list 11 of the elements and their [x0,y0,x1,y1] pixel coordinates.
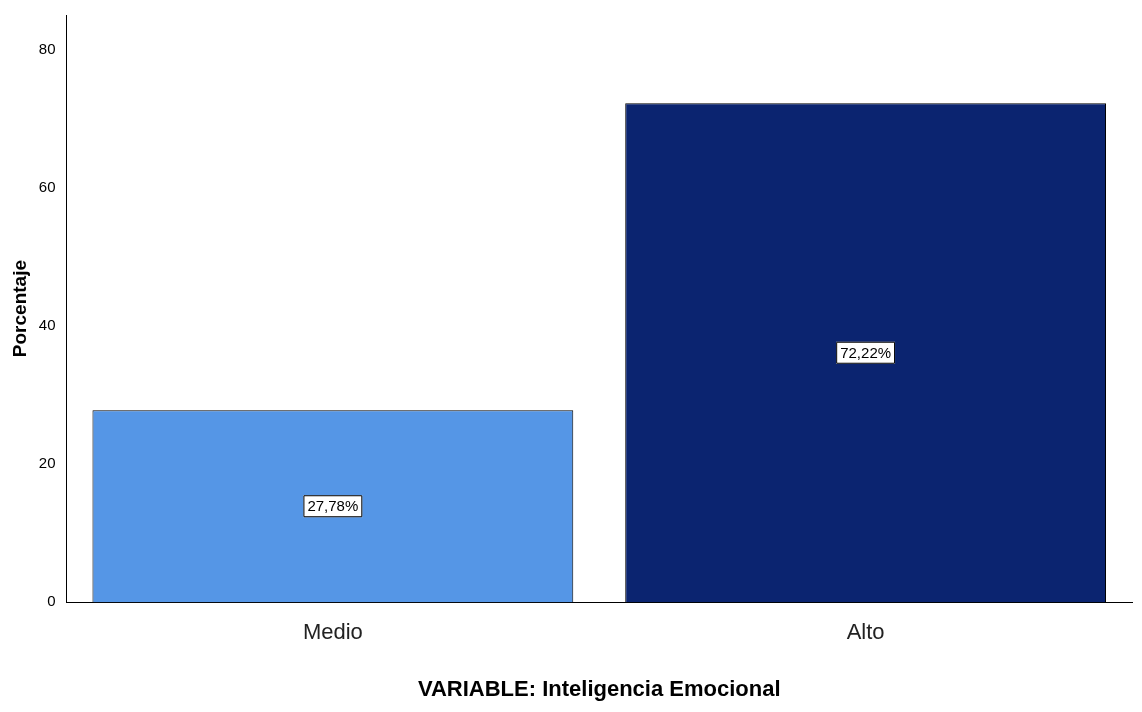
y-tick-label: 20 [38,454,56,472]
data-label: 72,22% [840,343,892,361]
y-tick-label: 80 [38,39,56,57]
y-tick-label: 0 [47,592,56,610]
data-label: 27,78% [307,497,359,515]
y-tick-label: 40 [38,316,56,334]
y-axis-title: Porcentaje [8,260,30,358]
x-axis-title: VARIABLE: Inteligencia Emocional [417,675,781,701]
x-tick-label: Medio [302,619,363,645]
x-tick-label: Alto [846,619,885,645]
y-tick-label: 60 [38,177,56,195]
